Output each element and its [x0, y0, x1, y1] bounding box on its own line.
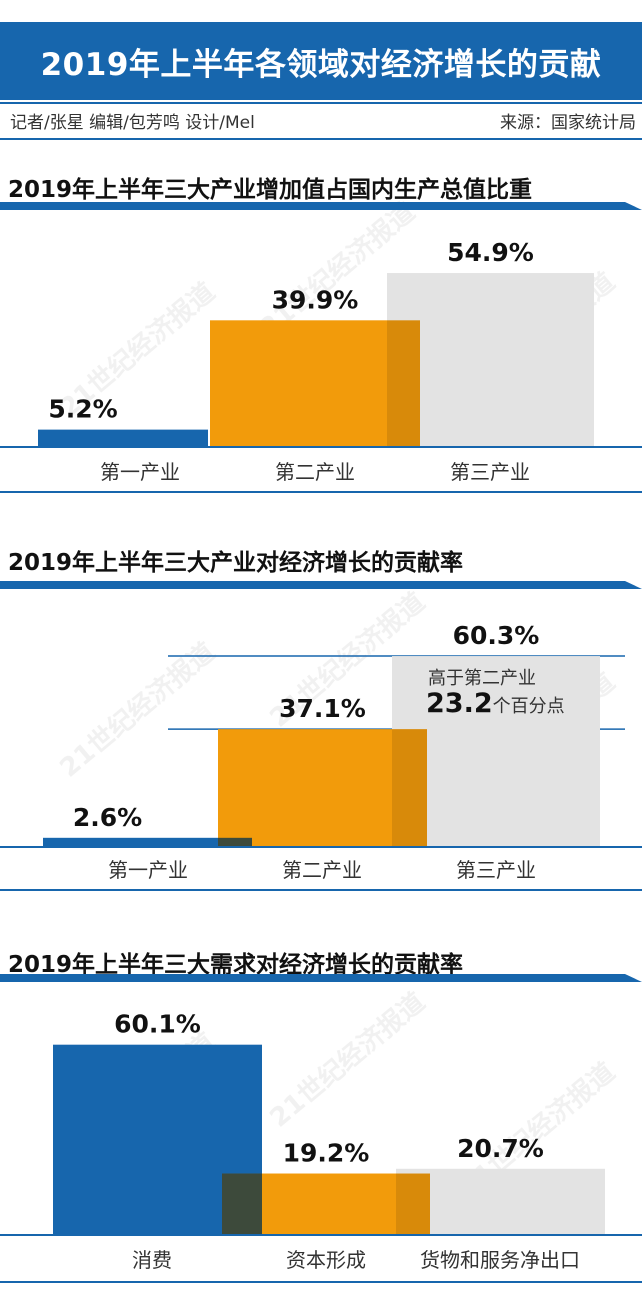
- category-label: 货物和服务净出口: [420, 1248, 580, 1272]
- source: 来源：国家统计局: [500, 113, 636, 133]
- bar-overlap: [387, 320, 420, 446]
- header-divider: [0, 102, 642, 104]
- bar-3: [396, 1168, 605, 1234]
- annotation-suffix: 个百分点: [492, 696, 565, 717]
- bar-1: [38, 429, 208, 446]
- annotation-number-row: 23.2个百分点: [426, 688, 565, 719]
- value-label: 39.9%: [272, 285, 359, 314]
- bar-overlap: [392, 729, 427, 846]
- section-rule: [0, 974, 642, 982]
- chart-3-title: 2019年上半年三大需求对经济增长的贡献率: [8, 952, 464, 978]
- value-label: 2.6%: [73, 803, 142, 832]
- category-label: 资本形成: [286, 1248, 366, 1272]
- chart-2: 2.6% 37.1% 60.3% 第一产业 第二产业 第三产业: [0, 581, 642, 891]
- annotation-line1: 高于第二产业: [428, 668, 536, 689]
- section-rule: [0, 581, 642, 589]
- category-label: 第三产业: [450, 460, 530, 484]
- value-label: 60.3%: [453, 621, 540, 650]
- bar-overlap: [396, 1173, 430, 1234]
- category-label: 第一产业: [100, 460, 180, 484]
- bar-3: [387, 273, 594, 446]
- category-label: 第三产业: [456, 858, 536, 882]
- value-label: 20.7%: [457, 1134, 544, 1163]
- category-label: 第二产业: [282, 858, 362, 882]
- bar-1: [43, 837, 252, 846]
- page-title: 2019年上半年各领域对经济增长的贡献: [0, 22, 642, 100]
- section-rule: [0, 202, 642, 210]
- chart-1: 5.2% 39.9% 54.9% 第一产业 第二产业 第三产业: [0, 202, 642, 493]
- value-label: 54.9%: [447, 238, 534, 267]
- credits: 记者/张星 编辑/包芳鸣 设计/Mel: [10, 113, 255, 133]
- value-label: 5.2%: [48, 395, 117, 424]
- category-label: 消费: [132, 1248, 172, 1272]
- bar-overlap: [218, 837, 252, 846]
- meta-divider: [0, 138, 642, 140]
- bar-overlap: [222, 1173, 262, 1234]
- annotation-number: 23.2: [426, 688, 493, 719]
- category-label: 第一产业: [108, 858, 188, 882]
- value-label: 60.1%: [114, 1010, 201, 1039]
- value-label: 19.2%: [283, 1139, 370, 1168]
- value-label: 37.1%: [279, 694, 366, 723]
- chart-2-title: 2019年上半年三大产业对经济增长的贡献率: [8, 550, 464, 576]
- category-label: 第二产业: [275, 460, 355, 484]
- chart-3: 60.1% 19.2% 20.7% 消费 资本形成 货物和服务净出口: [0, 974, 642, 1283]
- bar-2: [210, 320, 420, 446]
- chart-1-title: 2019年上半年三大产业增加值占国内生产总值比重: [8, 177, 533, 203]
